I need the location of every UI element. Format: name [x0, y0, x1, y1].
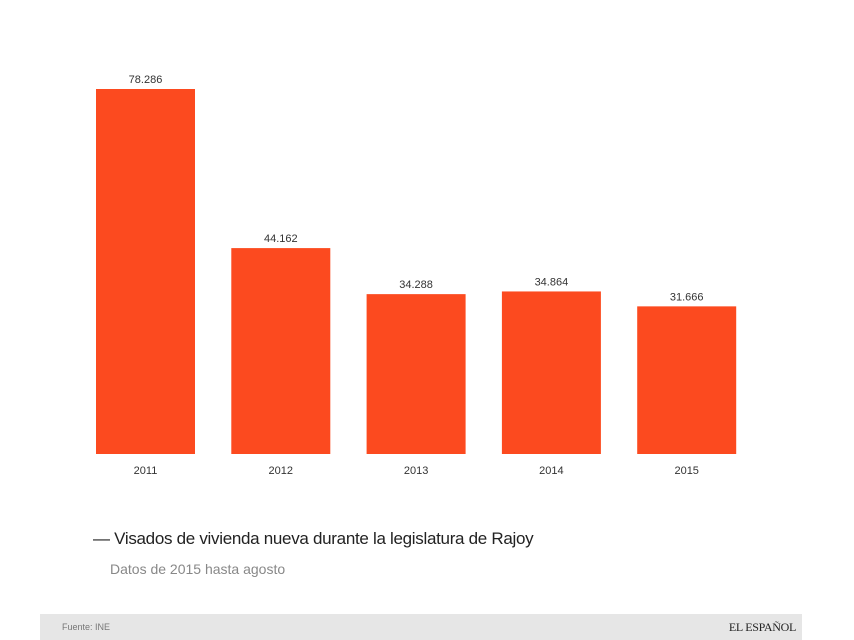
bar-2013	[366, 294, 466, 454]
x-tick-label-2015: 2015	[674, 465, 698, 477]
data-label-2014: 34.864	[535, 276, 569, 288]
footer-bar: Fuente: INE EL ESPAÑOL	[40, 614, 802, 640]
data-label-2011: 78.286	[129, 74, 163, 86]
x-tick-label-2011: 2011	[134, 465, 158, 477]
bar-2015	[637, 306, 737, 454]
bar-2012	[231, 248, 331, 454]
el-espanol-logo: EL ESPAÑOL	[728, 620, 796, 634]
x-tick-label-2014: 2014	[539, 465, 563, 477]
data-label-2015: 31.666	[670, 291, 704, 303]
data-label-2013: 34.288	[399, 279, 433, 291]
chart-title: — Visados de vivienda nueva durante la l…	[93, 529, 534, 548]
bar-2014	[501, 291, 601, 454]
x-tick-label-2013: 2013	[404, 465, 428, 477]
chart-subtitle: Datos de 2015 hasta agosto	[110, 561, 286, 577]
x-tick-label-2012: 2012	[269, 465, 293, 477]
bar-chart: 78.286 2011 44.162 2012 34.288 2013 34.864 2014…	[96, 74, 737, 477]
bar-2011	[96, 89, 195, 454]
data-label-2012: 44.162	[264, 233, 298, 245]
source-label: Fuente: INE	[62, 622, 111, 632]
